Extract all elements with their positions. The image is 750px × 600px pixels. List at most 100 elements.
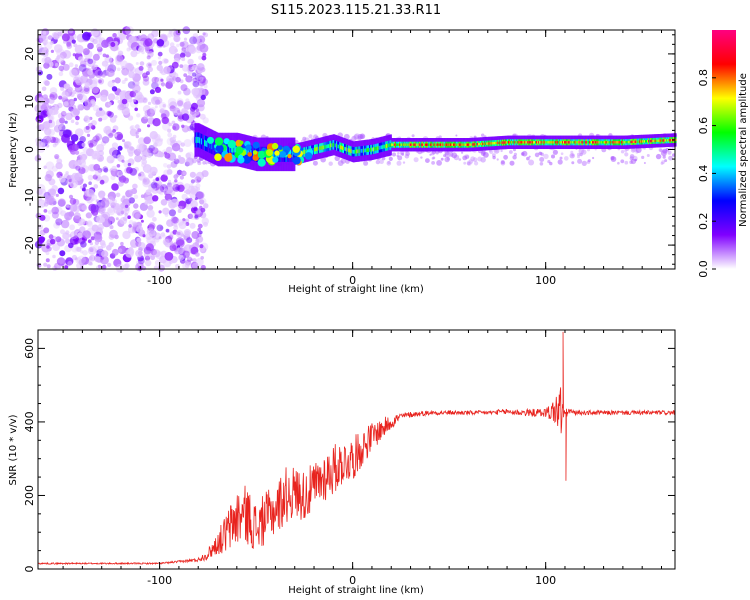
noise-speckle (181, 113, 190, 121)
noise-speckle (192, 36, 201, 44)
noise-speckle (85, 221, 90, 225)
noise-speckle (122, 230, 131, 240)
noise-speckle (90, 197, 95, 202)
noise-speckle (49, 188, 56, 196)
noise-speckle (182, 218, 186, 222)
noise-speckle (77, 165, 86, 174)
noise-speckle (81, 187, 86, 192)
noise-speckle (55, 138, 61, 144)
noise-speckle (75, 121, 79, 126)
noise-speckle (96, 265, 101, 271)
noise-speckle (66, 139, 71, 144)
colorbar-gradient (712, 30, 736, 269)
ridge-peak (373, 147, 376, 151)
noise-speckle (77, 232, 84, 239)
ridge-peak (422, 143, 424, 146)
noise-speckle (47, 210, 52, 215)
ridge-peak (508, 141, 510, 144)
ridge-peak (661, 139, 664, 142)
noise-speckle (110, 61, 114, 66)
noise-speckle (107, 93, 116, 101)
ridge-peak (382, 145, 385, 149)
ridge-peak (568, 141, 571, 144)
ridge-halo (539, 157, 545, 162)
noise-speckle (83, 63, 87, 68)
ridge-peak (579, 141, 581, 144)
noise-speckle (92, 174, 98, 180)
noise-speckle (134, 107, 138, 112)
ridge-peak (569, 141, 572, 144)
noise-speckle (87, 69, 93, 76)
ridge-peak (599, 141, 602, 144)
ridge-peak (206, 141, 209, 148)
noise-speckle (184, 190, 187, 194)
noise-speckle (68, 194, 74, 199)
noise-speckle (140, 194, 145, 198)
ridge-peak (198, 136, 200, 143)
ridge-peak (449, 143, 451, 146)
ridge-peak (531, 141, 533, 144)
noise-speckle (168, 45, 178, 55)
noise-speckle (144, 259, 152, 267)
noise-speckle (176, 247, 182, 253)
ridge-peak (662, 139, 665, 142)
noise-speckle (172, 123, 180, 131)
ridge-peak (614, 141, 616, 144)
ridge-peak (484, 142, 487, 145)
ridge-peak (520, 141, 523, 144)
noise-speckle (68, 62, 74, 68)
ridge-peak (195, 136, 197, 143)
ridge-peak (343, 146, 345, 151)
ridge-peak (586, 141, 588, 144)
noise-speckle (102, 264, 107, 270)
noise-speckle (76, 255, 86, 265)
ridge-peak (541, 141, 544, 144)
ridge-peak (610, 141, 612, 144)
noise-speckle (81, 142, 86, 147)
ridge-peak (386, 144, 388, 148)
ridge-peak (655, 139, 658, 142)
noise-speckle (101, 136, 110, 144)
ridge-peak (228, 146, 230, 153)
ridge-peak (425, 143, 427, 146)
noise-speckle (137, 128, 142, 133)
ridge-peak (400, 143, 403, 146)
noise-speckle (111, 86, 118, 92)
noise-speckle (91, 78, 98, 85)
ridge-peak (650, 139, 653, 143)
ridge-peak (590, 141, 592, 144)
ridge-peak (444, 143, 446, 146)
noise-speckle (190, 200, 198, 208)
ridge-peak (230, 146, 232, 153)
ridge-peak (637, 140, 639, 143)
noise-speckle (80, 60, 87, 67)
noise-speckle (86, 58, 96, 67)
noise-speckle (86, 133, 91, 137)
ridge-peak (619, 141, 621, 144)
noise-speckle (52, 137, 59, 144)
ridge-peak (315, 147, 317, 152)
noise-speckle (198, 55, 203, 60)
ridge-peak (331, 143, 333, 148)
ridge-peak (334, 143, 336, 147)
ridge-blob (247, 152, 252, 157)
noise-speckle (151, 76, 159, 84)
noise-speckle (57, 198, 66, 207)
noise-speckle (82, 48, 90, 56)
noise-speckle (169, 244, 177, 252)
noise-speckle (162, 44, 166, 48)
ridge-peak (600, 141, 603, 144)
noise-speckle (43, 262, 48, 267)
noise-speckle (108, 208, 113, 214)
ridge-peak (602, 141, 605, 144)
noise-speckle (97, 70, 103, 76)
noise-speckle (140, 154, 147, 161)
ridge-peak (474, 143, 476, 146)
ridge-peak (387, 143, 389, 148)
ridge-blob (278, 145, 283, 150)
noise-speckle (160, 199, 168, 206)
noise-speckle (58, 65, 65, 72)
ridge-peak (574, 141, 577, 144)
ridge-halo (488, 149, 492, 153)
ridge-peak (653, 139, 656, 143)
